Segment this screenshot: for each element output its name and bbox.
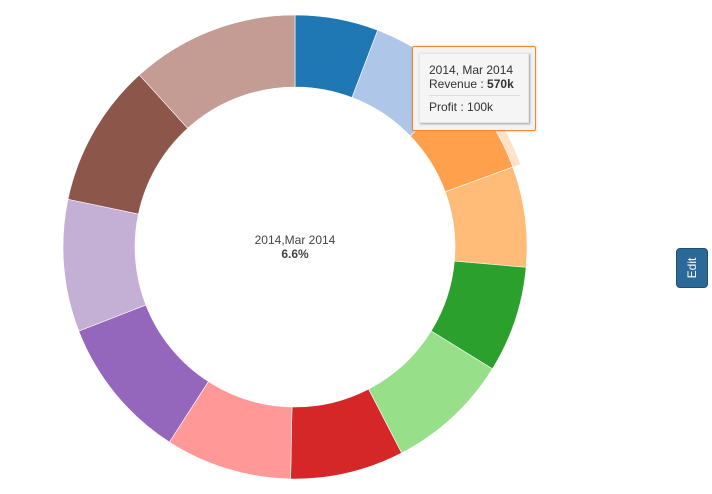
tooltip-title: 2014, Mar 2014 [429, 63, 514, 77]
edit-button[interactable]: Edit [676, 248, 708, 288]
center-label-title: 2014,Mar 2014 [254, 233, 336, 247]
tooltip-revenue-label: Revenue : [429, 77, 488, 91]
center-label-percent: 6.6% [281, 247, 309, 261]
tooltip-revenue-value: 570k [487, 77, 514, 91]
tooltip-revenue: Revenue : 570k [429, 77, 528, 91]
donut-center-label: 2014,Mar 2014 6.6% [195, 233, 395, 261]
tooltip-profit-value: 100k [467, 100, 494, 114]
tooltip-profit: Profit : 100k [429, 100, 528, 114]
edit-button-label: Edit [685, 257, 699, 279]
chart-tooltip: 2014, Mar 2014 Revenue : 570k Profit : 1… [412, 46, 536, 131]
tooltip-card: 2014, Mar 2014 Revenue : 570k Profit : 1… [419, 53, 529, 123]
tooltip-divider [429, 95, 520, 96]
donut-segment[interactable] [138, 14, 296, 129]
tooltip-profit-label: Profit : [429, 100, 468, 114]
